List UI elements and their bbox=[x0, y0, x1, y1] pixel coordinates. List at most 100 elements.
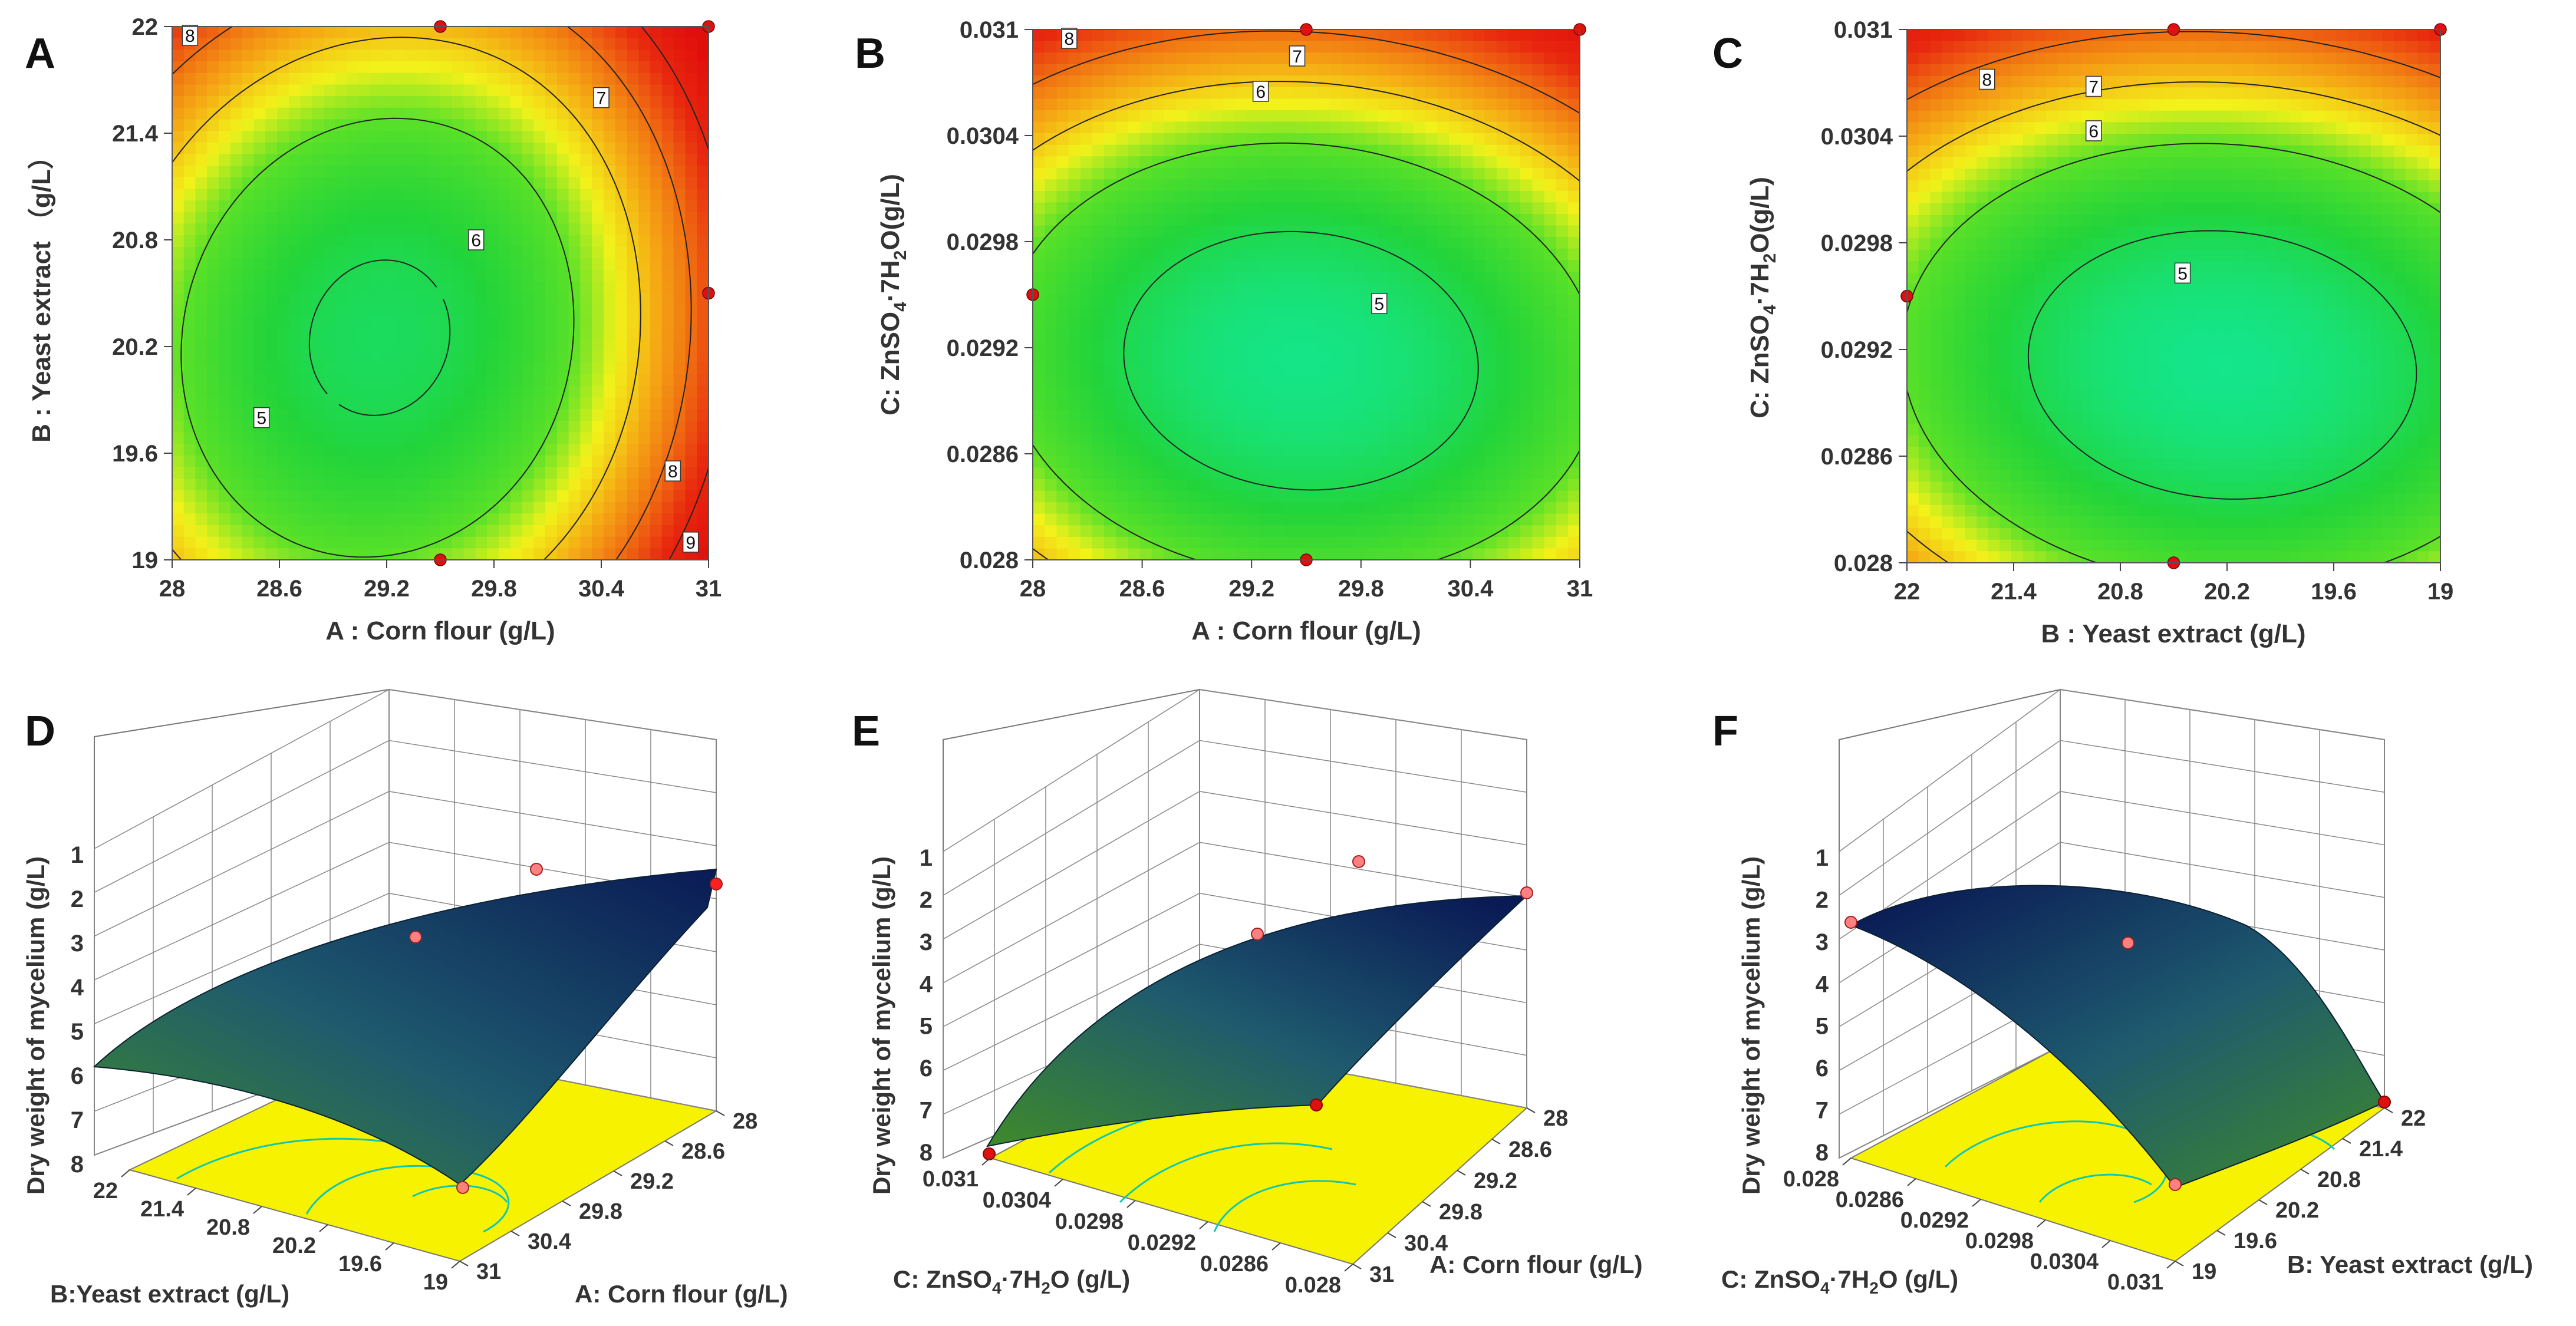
y-ticks-c: 0.028 0.0286 0.0292 0.0298 0.0304 0.031 bbox=[1821, 17, 1907, 576]
svg-text:6: 6 bbox=[1256, 83, 1266, 102]
svg-text:8: 8 bbox=[185, 27, 195, 46]
z-tick-label: 2 bbox=[71, 886, 84, 912]
x-tick-label: 19.6 bbox=[2311, 579, 2357, 605]
x-tick-label: 30.4 bbox=[578, 576, 625, 602]
y-tick-label: 0.031 bbox=[1834, 17, 1893, 43]
y-tick-label: 0.028 bbox=[960, 547, 1019, 573]
x-tick-label: 29.2 bbox=[364, 576, 410, 602]
x-tick-label: 30.4 bbox=[1447, 576, 1494, 602]
surface-plot-d: 1 2 3 4 5 6 7 8 22 21.4 20.8 20.2 19.6 19 31 30.4 29.8… bbox=[22, 688, 788, 1308]
surface-point-d-3 bbox=[710, 878, 723, 890]
x-axis-label-c: B : Yeast extract (g/L) bbox=[2041, 619, 2305, 648]
contour-lines-a bbox=[172, 26, 709, 560]
x-tick-label: 29.8 bbox=[1338, 576, 1384, 602]
contour-label: 5 bbox=[2174, 262, 2191, 283]
z-tick-label: 3 bbox=[920, 929, 933, 955]
x-tick-label: 20.8 bbox=[2097, 579, 2143, 605]
panel-label-d: D bbox=[25, 708, 55, 755]
y-tick-label: 0.0286 bbox=[947, 441, 1019, 467]
x-tick-label: 0.0292 bbox=[1900, 1208, 1969, 1233]
contour-label: 8 bbox=[182, 25, 199, 46]
surface-point-e-4 bbox=[1310, 1099, 1323, 1111]
x-axis-label-f: C: ZnSO4·7H2O (g/L) bbox=[1721, 1265, 1958, 1297]
y-ticks-b: 0.028 0.0286 0.0292 0.0298 0.0304 0.031 bbox=[947, 17, 1033, 573]
x-tick-label: 0.0304 bbox=[2030, 1249, 2099, 1274]
x-tick-label: 31 bbox=[696, 576, 722, 602]
x-axis-label-a: A : Corn flour (g/L) bbox=[325, 616, 555, 645]
contour-label: 5 bbox=[253, 407, 270, 428]
z-ticks-d: 1 2 3 4 5 6 7 8 bbox=[71, 842, 84, 1177]
svg-text:7: 7 bbox=[1292, 47, 1302, 67]
y-tick-label: 21.4 bbox=[2359, 1137, 2403, 1162]
y-ticks-d: 31 30.4 29.8 29.2 28.6 28 bbox=[459, 1109, 757, 1284]
contour-label: 6 bbox=[2086, 120, 2102, 141]
z-tick-label: 1 bbox=[71, 842, 84, 868]
z-tick-label: 8 bbox=[1816, 1140, 1829, 1166]
panel-label-c: C bbox=[1712, 30, 1743, 77]
z-tick-label: 2 bbox=[920, 887, 933, 913]
panel-label-b: B bbox=[855, 30, 885, 77]
x-tick-label: 31 bbox=[1567, 576, 1593, 602]
x-tick-label: 0.028 bbox=[1285, 1273, 1341, 1298]
y-tick-label: 30.4 bbox=[528, 1229, 571, 1254]
y-tick-label: 19.6 bbox=[112, 441, 158, 467]
z-tick-label: 6 bbox=[71, 1063, 84, 1089]
y-tick-label: 19 bbox=[132, 547, 159, 573]
x-tick-label: 19 bbox=[2427, 579, 2454, 605]
z-tick-label: 3 bbox=[1816, 929, 1829, 955]
x-tick-label: 20.8 bbox=[206, 1215, 250, 1240]
y-tick-label: 28 bbox=[733, 1109, 757, 1134]
contour-lines-b bbox=[1032, 30, 1580, 560]
response-surface-d bbox=[93, 868, 717, 1186]
x-tick-label: 28 bbox=[159, 576, 186, 602]
contour-label: 6 bbox=[467, 229, 485, 250]
heatmap-c bbox=[1907, 29, 2441, 563]
contour-label: 7 bbox=[1289, 45, 1306, 67]
z-tick-label: 8 bbox=[920, 1140, 933, 1166]
surface-point-e-2 bbox=[1251, 928, 1264, 941]
x-tick-label: 20.2 bbox=[2204, 579, 2250, 605]
z-ticks-e: 1 2 3 4 5 6 7 8 bbox=[920, 845, 933, 1166]
y-tick-label: 28.6 bbox=[681, 1139, 725, 1164]
y-tick-label: 0.0304 bbox=[947, 123, 1019, 149]
panel-label-a: A bbox=[25, 30, 55, 77]
x-tick-label: 29.2 bbox=[1228, 576, 1274, 602]
y-tick-label: 20.2 bbox=[112, 334, 158, 360]
y-tick-label: 20.8 bbox=[2317, 1167, 2361, 1192]
z-tick-label: 5 bbox=[71, 1019, 84, 1045]
x-tick-label: 0.0286 bbox=[1200, 1252, 1269, 1276]
y-tick-label: 28 bbox=[1543, 1106, 1568, 1131]
y-axis-label-b: C: ZnSO4·7H2O(g/L) bbox=[876, 174, 910, 415]
y-tick-label: 0.0286 bbox=[1821, 444, 1893, 470]
contour-label: 7 bbox=[2086, 75, 2102, 97]
contour-label: 7 bbox=[593, 87, 610, 108]
x-tick-label: 0.0286 bbox=[1836, 1188, 1904, 1212]
contour-plot-a: 8 7 6 5 8 9 28 28.6 29.2 29.8 30.4 31 19 19.6 20.2 20… bbox=[27, 14, 722, 645]
x-ticks-d: 22 21.4 20.8 20.2 19.6 19 bbox=[93, 1169, 460, 1295]
y-tick-label: 28.6 bbox=[1508, 1137, 1552, 1162]
y-axis-label-d: A: Corn flour (g/L) bbox=[575, 1280, 788, 1308]
contour-label: 8 bbox=[1979, 68, 1995, 90]
x-tick-label: 28 bbox=[1020, 576, 1046, 602]
x-axis-label-d: B:Yeast extract (g/L) bbox=[50, 1280, 289, 1308]
surface-point-d-4 bbox=[456, 1181, 469, 1194]
surface-points-f bbox=[1844, 916, 2391, 1191]
y-tick-label: 29.8 bbox=[1439, 1200, 1483, 1225]
response-surface-e bbox=[986, 895, 1529, 1147]
x-tick-label: 28.6 bbox=[1119, 576, 1165, 602]
z-axis-label-f: Dry weight of mycelium (g/L) bbox=[1737, 856, 1765, 1195]
x-axis-label-e: C: ZnSO4·7H2O (g/L) bbox=[893, 1265, 1130, 1297]
y-tick-label: 22 bbox=[2401, 1106, 2426, 1131]
y-axis-label-c: C: ZnSO4·7H2O(g/L) bbox=[1745, 177, 1780, 418]
surface-point-e-1 bbox=[1352, 855, 1365, 868]
y-tick-label: 20.2 bbox=[2275, 1198, 2319, 1223]
contour-label: 8 bbox=[664, 460, 681, 481]
z-tick-label: 6 bbox=[1816, 1055, 1829, 1081]
z-tick-label: 5 bbox=[1816, 1014, 1829, 1040]
y-tick-label: 0.0298 bbox=[947, 229, 1019, 255]
x-tick-label: 21.4 bbox=[140, 1197, 184, 1222]
x-tick-label: 0.0304 bbox=[983, 1188, 1051, 1213]
y-tick-label: 29.8 bbox=[579, 1199, 622, 1224]
